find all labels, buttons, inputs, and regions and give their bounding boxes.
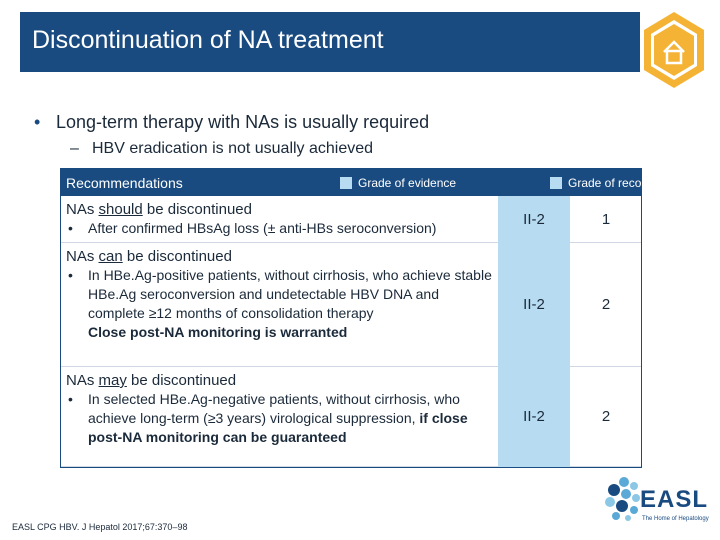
main-bullet: • Long-term therapy with NAs is usually r…	[34, 112, 429, 133]
row-title-emphasis: should	[98, 201, 143, 218]
table-header-right: Grade of recommendation	[550, 168, 707, 196]
row-item-text: After confirmed HBsAg loss (± anti-HBs s…	[88, 220, 437, 236]
table-row: NAs should be discontinued • After confir…	[60, 196, 642, 243]
legend-evidence: Grade of evidence	[340, 176, 456, 190]
row-item-text: In HBe.Ag-positive patients, without cir…	[88, 267, 492, 321]
row-item-text: In selected HBe.Ag-negative patients, wi…	[88, 391, 460, 426]
row-item: • In HBe.Ag-positive patients, without ci…	[66, 266, 492, 323]
row-note: Close post-NA monitoring is warranted	[88, 324, 348, 340]
slide-title: Discontinuation of NA treatment	[32, 26, 384, 54]
row-title-pre: NAs	[66, 201, 99, 218]
dash-marker: –	[70, 140, 79, 157]
recommendation-grade-cell: 1	[570, 196, 642, 243]
legend-recommendation: Grade of recommendation	[550, 176, 707, 190]
row-title: NAs may be discontinued	[66, 371, 492, 390]
row-title-emphasis: can	[98, 248, 123, 265]
title-bar: Discontinuation of NA treatment	[20, 12, 640, 72]
row-title-post: be discontinued	[122, 248, 232, 265]
sub-bullet-text: HBV eradication is not usually achieved	[92, 140, 374, 157]
row-title-post: be discontinued	[126, 372, 237, 389]
bullet-marker: •	[68, 267, 73, 283]
row-item-bold-text: if close post-NA monitoring can be guara…	[88, 410, 468, 445]
row-title-pre: NAs	[66, 248, 99, 265]
row-title: NAs can be discontinued	[66, 247, 492, 266]
table-header-row: Recommendations Grade of evidence Grade …	[60, 168, 707, 196]
citation: EASL CPG HBV. J Hepatol 2017;67:370–98	[12, 522, 188, 532]
home-icon[interactable]	[640, 10, 708, 92]
table-row: NAs may be discontinued • In selected HBe…	[60, 366, 642, 467]
legend-recommendation-label: Grade of recommendation	[568, 176, 708, 190]
sub-bullet: – HBV eradication is not usually achieved	[70, 140, 373, 158]
row-title-pre: NAs	[66, 372, 99, 389]
recommendation-grade-cell: 2	[570, 366, 642, 467]
main-bullet-text: Long-term therapy with NAs is usually re…	[56, 112, 430, 132]
legend-recommendation-swatch	[550, 177, 562, 189]
table-header-left: Recommendations Grade of evidence	[60, 168, 498, 196]
row-item: • After confirmed HBsAg loss (± anti-HBs …	[66, 219, 492, 238]
recommendation-grade-cell: 2	[570, 242, 642, 367]
easl-logo[interactable]: EASL The Home of Hepatology	[602, 474, 714, 530]
row-title: NAs should be discontinued	[66, 200, 492, 219]
recommendations-table: Recommendations Grade of evidence Grade …	[60, 168, 707, 467]
easl-logo-tagline: The Home of Hepatology	[642, 516, 709, 522]
bullet-marker: •	[68, 391, 73, 407]
recommendations-header: Recommendations	[66, 175, 183, 191]
evidence-cell: II-2	[498, 196, 570, 243]
easl-logo-mark-icon	[605, 477, 640, 521]
legend-evidence-label: Grade of evidence	[358, 176, 457, 190]
row-title-post: be discontinued	[142, 201, 252, 218]
row-item: • In selected HBe.Ag-negative patients, w…	[66, 390, 492, 447]
bullet-marker: •	[34, 112, 41, 132]
recommendation-cell: NAs can be discontinued • In HBe.Ag-posit…	[60, 242, 498, 367]
evidence-cell: II-2	[498, 242, 570, 367]
easl-logo-text: EASL	[640, 486, 709, 513]
legend-evidence-swatch	[340, 177, 352, 189]
table-row: NAs can be discontinued • In HBe.Ag-posit…	[60, 242, 642, 367]
row-title-emphasis: may	[98, 372, 127, 389]
bullet-marker: •	[68, 220, 73, 236]
recommendation-cell: NAs may be discontinued • In selected HBe…	[60, 366, 498, 467]
recommendation-cell: NAs should be discontinued • After confir…	[60, 196, 498, 243]
evidence-cell: II-2	[498, 366, 570, 467]
